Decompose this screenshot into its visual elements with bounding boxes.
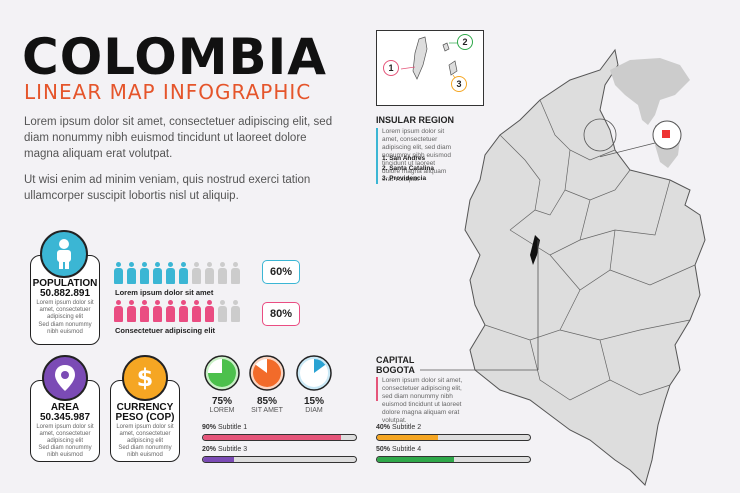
area-label: AREA	[50, 402, 80, 413]
insular-region-text: Lorem ipsum dolor sit amet, consectetuer…	[382, 128, 452, 183]
person-icon	[165, 300, 176, 322]
page-title: COLOMBIA	[22, 28, 327, 86]
person-icon	[139, 262, 150, 284]
people-row-2-percent: 80%	[262, 302, 300, 326]
progress-bar-fill	[377, 457, 454, 462]
person-icon	[126, 262, 137, 284]
progress-bar-3	[376, 434, 531, 441]
people-row-1-percent: 60%	[262, 260, 300, 284]
pie-chart-3: 15% DIAM	[294, 355, 334, 414]
area-value: 50.345.987	[39, 412, 91, 423]
insular-item-2: 2. Santa Catalina	[382, 165, 435, 172]
area-text-2: Sed diam nonummy nibh euismod	[38, 445, 92, 458]
insular-accent-line	[376, 128, 378, 184]
pie-chart-2: 85% SIT AMET	[247, 355, 287, 414]
bar-label-1: 90% Subtitle 1	[202, 424, 248, 431]
population-value: 50.882.891	[39, 288, 91, 299]
population-label: POPULATION	[32, 278, 98, 289]
pie-slice	[252, 359, 281, 387]
progress-bar-fill	[203, 457, 234, 462]
insular-marker-2: 2	[457, 34, 473, 50]
page-subtitle: LINEAR MAP INFOGRAPHIC	[24, 80, 312, 104]
pie-label: LOREM	[209, 407, 235, 414]
person-icon	[217, 300, 228, 322]
person-icon	[230, 300, 241, 322]
person-icon	[40, 230, 88, 278]
person-icon	[139, 300, 150, 322]
pie-label: DIAM	[305, 407, 323, 414]
pie-percent: 75%	[211, 396, 232, 407]
population-text-1: Lorem ipsum dolor sit amet, consectetuer…	[36, 300, 94, 320]
insular-marker-3: 3	[451, 76, 467, 92]
people-row-1	[113, 262, 241, 284]
capital-accent-line	[376, 377, 378, 401]
person-icon	[191, 262, 202, 284]
person-icon	[152, 262, 163, 284]
insular-region-title: INSULAR REGION	[376, 115, 455, 125]
person-icon	[178, 300, 189, 322]
pie-label: SIT AMET	[251, 407, 283, 414]
pie-slice	[314, 359, 326, 373]
person-icon	[217, 262, 228, 284]
colombia-map	[464, 48, 706, 486]
intro-paragraph-1: Lorem ipsum dolor sit amet, consectetuer…	[24, 116, 333, 160]
person-icon	[113, 262, 124, 284]
currency-label: CURRENCY	[116, 402, 174, 413]
insular-item-3: 3. Providencia	[382, 175, 427, 182]
person-icon	[165, 262, 176, 284]
location-pin-icon	[42, 355, 88, 401]
population-text-2: Sed diam nonummy nibh euismod	[38, 322, 92, 335]
capital-title-line-2: BOGOTA	[376, 365, 415, 375]
person-icon	[126, 300, 137, 322]
progress-bar-2	[202, 456, 357, 463]
progress-bar-1	[202, 434, 357, 441]
currency-text-2: Sed diam nonummy nibh euismod	[118, 445, 172, 458]
bar-label-4: 50% Subtitle 4	[376, 446, 422, 453]
person-icon	[178, 262, 189, 284]
pie-graphic	[204, 355, 240, 391]
bar-label-3: 40% Subtitle 2	[376, 424, 422, 431]
pie-percent: 15%	[303, 396, 324, 407]
progress-bar-4	[376, 456, 531, 463]
people-row-2-caption: Consectetuer adipiscing elit	[115, 326, 216, 335]
capital-text: Lorem ipsum dolor sit amet, consectetuer…	[382, 377, 463, 424]
progress-bar-fill	[377, 435, 439, 440]
currency-text-1: Lorem ipsum dolor sit amet, consectetuer…	[116, 424, 174, 444]
insular-item-1: 1. San Andres	[382, 155, 426, 162]
pie-graphic	[249, 355, 285, 391]
people-row-1-caption: Lorem ipsum dolor sit amet	[115, 288, 214, 297]
bogota-marker	[530, 235, 540, 265]
pie-percent: 85%	[256, 396, 277, 407]
capital-leader-line	[420, 240, 539, 371]
capital-title-line-1: CAPITAL	[376, 355, 415, 365]
person-icon	[152, 300, 163, 322]
person-icon	[191, 300, 202, 322]
insular-marker-1: 1	[383, 60, 399, 76]
person-icon	[204, 262, 215, 284]
world-minimap	[600, 58, 690, 168]
progress-bar-fill	[203, 435, 341, 440]
pie-chart-1: 75% LOREM	[202, 355, 242, 414]
pie-slice	[208, 359, 236, 387]
intro-paragraph-2: Ut wisi enim ad minim veniam, quis nostr…	[24, 174, 311, 202]
person-icon	[113, 300, 124, 322]
currency-value: PESO (COP)	[115, 412, 175, 423]
person-icon	[204, 300, 215, 322]
dollar-icon: $	[122, 355, 168, 401]
area-text-1: Lorem ipsum dolor sit amet, consectetuer…	[36, 424, 94, 444]
pie-graphic	[296, 355, 332, 391]
people-row-2	[113, 300, 241, 322]
person-icon	[230, 262, 241, 284]
bar-label-2: 20% Subtitle 3	[202, 446, 248, 453]
